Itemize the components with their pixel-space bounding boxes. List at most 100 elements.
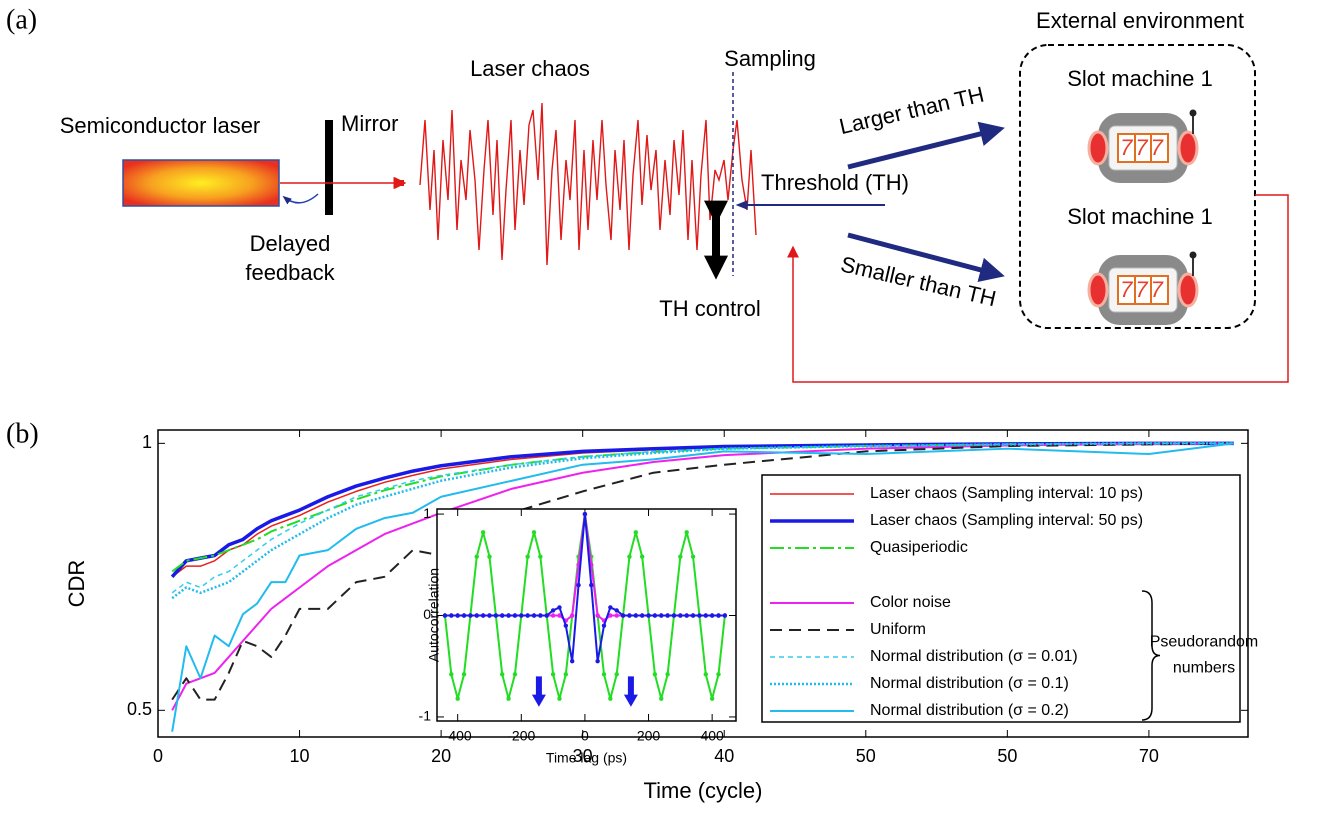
threshold-label: Threshold (TH) xyxy=(761,170,909,195)
legend-label: Quasiperiodic xyxy=(870,539,968,556)
environment-label: External environment xyxy=(1036,8,1244,33)
point xyxy=(449,613,454,618)
point xyxy=(538,613,543,618)
legend-label: Normal distribution (σ = 0.2) xyxy=(870,702,1069,719)
point xyxy=(703,613,708,618)
point xyxy=(722,613,728,618)
x-tick-label: 0 xyxy=(581,728,589,744)
point xyxy=(659,613,664,618)
dip-arrow xyxy=(623,676,638,707)
mirror xyxy=(325,120,333,215)
point xyxy=(608,605,613,610)
y-tick-label: 0 xyxy=(423,606,431,622)
point xyxy=(550,672,556,677)
feedback-arrow xyxy=(282,193,319,205)
y-tick-label: 1 xyxy=(423,505,431,521)
dip-arrow xyxy=(531,676,546,707)
point xyxy=(569,613,575,618)
point xyxy=(500,613,505,618)
point xyxy=(659,696,664,701)
point xyxy=(595,658,600,664)
point xyxy=(487,554,492,559)
point xyxy=(684,613,689,618)
x-tick-label: 30 xyxy=(573,746,593,766)
annotation: Pseudorandom xyxy=(1150,634,1259,651)
x-tick-label: 400 xyxy=(700,728,724,744)
x-axis-title: Time lag (ps) xyxy=(546,750,627,766)
brace xyxy=(1141,590,1161,721)
point xyxy=(442,613,448,618)
x-tick-label: -200 xyxy=(507,728,535,744)
point xyxy=(633,530,639,535)
point xyxy=(665,613,670,618)
point xyxy=(468,613,473,618)
laser xyxy=(122,159,280,207)
point xyxy=(576,582,581,588)
point xyxy=(633,613,639,618)
point xyxy=(512,672,518,677)
point xyxy=(544,613,549,618)
point xyxy=(525,554,530,559)
point xyxy=(512,613,518,618)
legend-label: Uniform xyxy=(870,621,926,638)
point xyxy=(449,672,454,677)
legend-label: Laser chaos (Sampling interval: 50 ps) xyxy=(870,512,1143,529)
legend-label: Normal distribution (σ = 0.01) xyxy=(870,648,1078,665)
slot-digits: 777 xyxy=(1120,135,1166,160)
point xyxy=(614,613,619,618)
slot-label: Slot machine 1 xyxy=(1067,66,1213,91)
point xyxy=(506,613,511,618)
legend-label: Laser chaos (Sampling interval: 10 ps) xyxy=(870,485,1143,502)
point xyxy=(716,613,721,618)
point xyxy=(620,613,626,618)
point xyxy=(519,613,524,618)
point xyxy=(589,582,594,588)
point xyxy=(474,613,479,618)
point xyxy=(709,696,715,701)
point xyxy=(678,613,683,618)
point xyxy=(455,696,460,701)
point xyxy=(608,696,613,701)
y-tick-label: 0.5 xyxy=(127,699,152,719)
point xyxy=(550,608,556,613)
point xyxy=(665,672,670,677)
point xyxy=(487,613,492,618)
point xyxy=(646,613,651,618)
point xyxy=(652,672,658,677)
point xyxy=(690,613,696,618)
x-axis-title: Time (cycle) xyxy=(644,778,763,803)
environment-box xyxy=(1019,44,1256,329)
x-tick-label: 40 xyxy=(714,746,734,766)
point xyxy=(671,613,677,618)
y-axis-title: CDR xyxy=(64,560,89,608)
point xyxy=(716,672,721,677)
x-tick-label: 50 xyxy=(997,746,1017,766)
legend-label: Normal distribution (σ = 0.1) xyxy=(870,675,1069,692)
point xyxy=(493,613,499,618)
point xyxy=(525,613,530,618)
point xyxy=(557,696,562,701)
point xyxy=(500,672,505,677)
point xyxy=(582,511,588,517)
point xyxy=(627,613,632,618)
point xyxy=(506,696,511,701)
point xyxy=(480,530,486,535)
point xyxy=(614,672,619,677)
legend xyxy=(761,474,1241,723)
point xyxy=(608,613,613,618)
series-line xyxy=(171,442,1234,732)
point xyxy=(614,608,619,613)
x-tick-label: 50 xyxy=(856,746,876,766)
laser-label: Semiconductor laser xyxy=(60,113,261,138)
point xyxy=(678,554,683,559)
point xyxy=(639,554,645,559)
x-tick-label: 10 xyxy=(290,746,310,766)
y-axis-title: Autocorrelation xyxy=(426,568,442,662)
point xyxy=(531,530,537,535)
point xyxy=(595,613,600,618)
y-tick-label: 1 xyxy=(142,432,152,452)
point xyxy=(627,554,632,559)
point xyxy=(697,613,702,618)
point xyxy=(538,554,543,559)
panel-label: (a) xyxy=(6,4,37,35)
